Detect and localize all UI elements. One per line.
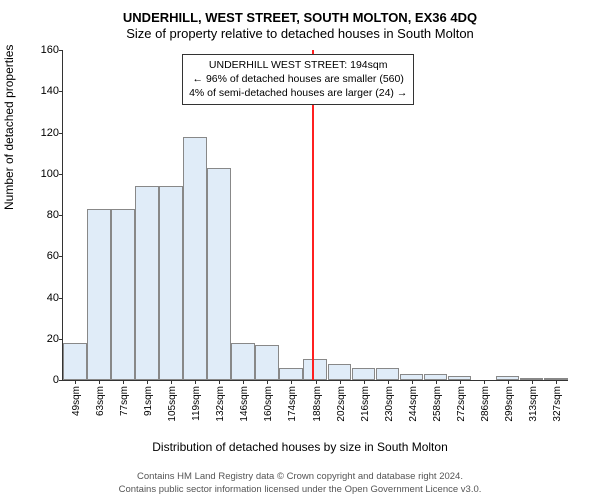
x-tick-label: 160sqm	[263, 386, 274, 422]
x-tick-label: 174sqm	[287, 386, 298, 422]
bar	[63, 343, 87, 380]
x-tick-label: 91sqm	[143, 386, 154, 416]
x-tick-label: 272sqm	[456, 386, 467, 422]
x-tick-label: 49sqm	[71, 386, 82, 416]
x-tick-label: 313sqm	[528, 386, 539, 422]
x-tick-label: 286sqm	[480, 386, 491, 422]
chart-title: UNDERHILL, WEST STREET, SOUTH MOLTON, EX…	[0, 0, 600, 26]
bar	[328, 364, 352, 381]
footer: Contains HM Land Registry data © Crown c…	[0, 471, 600, 496]
annotation-line3: 4% of semi-detached houses are larger (2…	[189, 86, 407, 100]
plot-area: 020406080100120140160 49sqm63sqm77sqm91s…	[62, 50, 568, 381]
footer-line2: Contains public sector information licen…	[0, 484, 600, 496]
bar	[87, 209, 111, 380]
chart-subtitle: Size of property relative to detached ho…	[0, 26, 600, 45]
x-tick-label: 77sqm	[119, 386, 130, 416]
bar	[207, 168, 231, 380]
bar	[376, 368, 400, 380]
annotation-line1: UNDERHILL WEST STREET: 194sqm	[189, 58, 407, 72]
x-tick-label: 146sqm	[239, 386, 250, 422]
x-tick-label: 132sqm	[215, 386, 226, 422]
x-tick-label: 119sqm	[191, 386, 202, 421]
annotation-box: UNDERHILL WEST STREET: 194sqm ← 96% of d…	[182, 54, 414, 105]
annotation-line2: ← 96% of detached houses are smaller (56…	[189, 72, 407, 86]
x-tick-label: 216sqm	[360, 386, 371, 422]
x-tick-label: 202sqm	[336, 386, 347, 422]
bar	[231, 343, 255, 380]
x-tick-label: 299sqm	[504, 386, 515, 422]
x-tick-label: 327sqm	[552, 386, 563, 422]
x-tick-label: 105sqm	[167, 386, 178, 422]
chart-container: UNDERHILL, WEST STREET, SOUTH MOLTON, EX…	[0, 0, 600, 500]
x-tick-label: 63sqm	[95, 386, 106, 416]
bar	[352, 368, 376, 380]
bar	[159, 186, 183, 380]
x-tick-label: 230sqm	[384, 386, 395, 422]
x-tick-label: 188sqm	[312, 386, 323, 422]
footer-line1: Contains HM Land Registry data © Crown c…	[0, 471, 600, 483]
bar	[183, 137, 207, 380]
x-tick-label: 244sqm	[408, 386, 419, 422]
bar	[279, 368, 303, 380]
bar	[303, 359, 327, 380]
bar	[111, 209, 135, 380]
y-axis-label: Number of detached properties	[2, 45, 16, 210]
x-axis-label: Distribution of detached houses by size …	[0, 440, 600, 454]
x-tick-label: 258sqm	[432, 386, 443, 422]
bar	[255, 345, 279, 380]
bar	[135, 186, 159, 380]
